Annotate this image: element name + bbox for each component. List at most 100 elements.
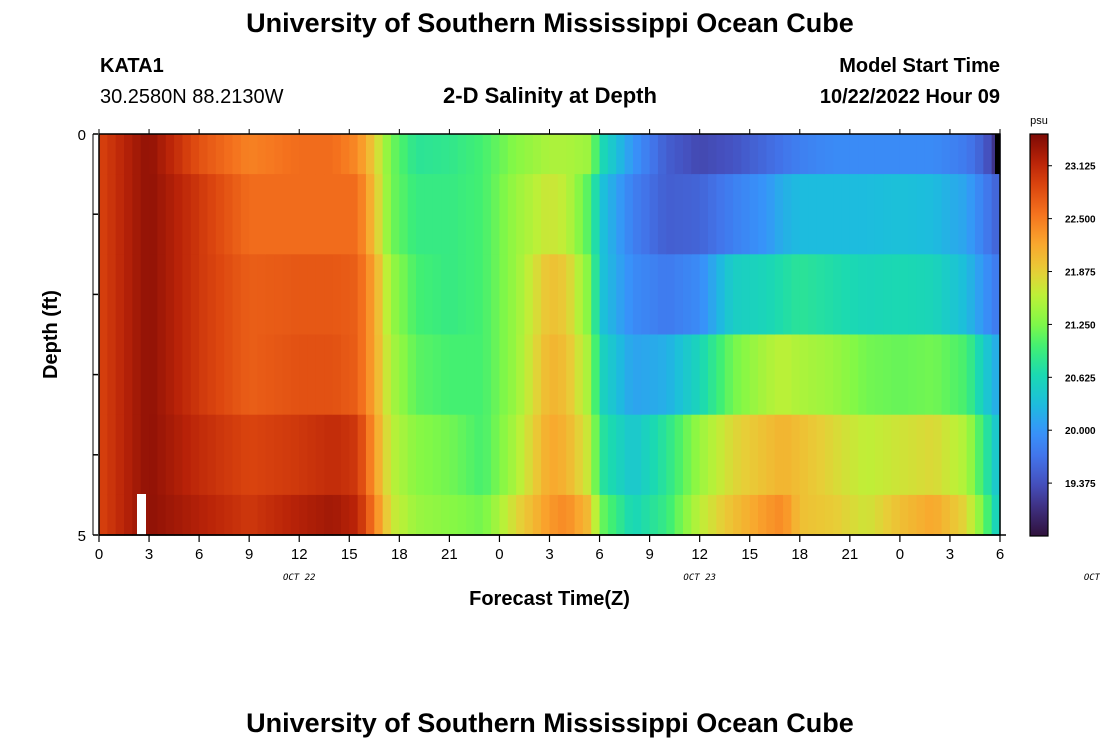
heatmap-cell — [874, 174, 884, 255]
heatmap-cell — [666, 334, 676, 416]
heatmap-cell — [724, 134, 734, 175]
heatmap-cell — [290, 494, 300, 536]
heatmap-cell — [374, 174, 384, 255]
heatmap-cell — [624, 494, 634, 536]
heatmap-cell — [866, 334, 876, 416]
heatmap-cell — [924, 494, 934, 536]
heatmap-cell — [641, 254, 651, 336]
colorbar-tick-label: 20.000 — [1065, 426, 1096, 437]
heatmap-cell — [382, 174, 392, 255]
heatmap-cell — [632, 414, 642, 496]
heatmap-cell — [290, 174, 300, 255]
heatmap-cell — [224, 174, 234, 255]
heatmap-cell — [899, 494, 909, 536]
heatmap-cell — [265, 334, 275, 416]
heatmap-cell — [816, 134, 826, 175]
heatmap-cell — [733, 414, 742, 496]
heatmap-cell — [833, 134, 843, 175]
heatmap-cell — [524, 174, 534, 255]
heatmap-cell — [107, 334, 117, 416]
heatmap-cell — [274, 174, 284, 255]
heatmap-cell — [758, 494, 767, 536]
heatmap-cell — [532, 414, 542, 496]
heatmap-cell — [474, 334, 484, 416]
heatmap-cell — [482, 254, 492, 336]
x-tick-label: 0 — [95, 546, 103, 563]
heatmap-cell — [599, 494, 609, 536]
colorbar-tick-label: 21.250 — [1065, 320, 1096, 331]
heatmap-cell — [841, 414, 851, 496]
heatmap-cell — [774, 494, 784, 536]
heatmap-cell — [874, 414, 884, 496]
heatmap-cell — [132, 414, 142, 496]
heatmap-cell — [107, 254, 117, 336]
heatmap-cell — [240, 134, 250, 175]
heatmap-cell — [724, 414, 734, 496]
heatmap-cell — [207, 414, 217, 496]
heatmap-cell — [783, 254, 793, 336]
heatmap-cell — [883, 414, 893, 496]
heatmap-cell — [107, 494, 117, 536]
heatmap-cell — [808, 174, 818, 255]
heatmap-cell — [124, 254, 133, 336]
heatmap-cell — [524, 494, 534, 536]
heatmap-cell — [691, 334, 701, 416]
heatmap-cell — [591, 414, 601, 496]
heatmap-cell — [758, 134, 767, 175]
heatmap-cell — [199, 334, 209, 416]
heatmap-cell — [566, 334, 576, 416]
x-tick-label: 6 — [996, 546, 1004, 563]
heatmap-cell — [132, 134, 142, 175]
heatmap-cell — [340, 414, 350, 496]
heatmap-cell — [249, 254, 259, 336]
station-coordinates: 30.2580N 88.2130W — [100, 86, 284, 108]
heatmap-cell — [966, 254, 976, 336]
heatmap-cell — [99, 494, 108, 536]
heatmap-cell — [182, 414, 192, 496]
heatmap-cell — [649, 334, 659, 416]
heatmap-cell — [991, 174, 1001, 255]
heatmap-cell — [374, 254, 384, 336]
heatmap-cell — [657, 254, 667, 336]
heatmap-cell — [182, 494, 192, 536]
heatmap-cell — [858, 414, 868, 496]
heatmap-cell — [365, 414, 375, 496]
heatmap-cell — [457, 174, 467, 255]
heatmap-cell — [190, 254, 200, 336]
heatmap-cell — [524, 134, 534, 175]
heatmap-cell — [299, 254, 309, 336]
heatmap-cell — [541, 494, 551, 536]
heatmap-cell — [432, 254, 442, 336]
heatmap-cell — [107, 414, 117, 496]
heatmap-cell — [874, 254, 884, 336]
heatmap-cell — [949, 414, 959, 496]
heatmap-cell — [165, 134, 175, 175]
heatmap-cell — [240, 174, 250, 255]
heatmap-cell — [883, 134, 893, 175]
heatmap-cell — [866, 174, 876, 255]
heatmap-cell — [891, 174, 901, 255]
heatmap-cell — [290, 334, 300, 416]
heatmap-cell — [324, 134, 334, 175]
heatmap-cell — [791, 334, 801, 416]
heatmap-cell — [441, 134, 450, 175]
heatmap-cell — [340, 334, 350, 416]
heatmap-cell — [190, 174, 200, 255]
heatmap-cell — [641, 174, 651, 255]
heatmap-cell — [549, 414, 559, 496]
heatmap-cell — [816, 254, 826, 336]
heatmap-cell — [716, 494, 726, 536]
heatmap-cell — [766, 134, 776, 175]
heatmap-cell — [365, 254, 375, 336]
heatmap-cell — [449, 414, 459, 496]
heatmap-cell — [524, 414, 534, 496]
heatmap-cell — [591, 134, 601, 175]
heatmap-cell — [933, 134, 943, 175]
missing-data-gap — [137, 494, 146, 535]
heatmap-cell — [424, 134, 434, 175]
heatmap-cell — [599, 174, 609, 255]
heatmap-cell — [199, 414, 209, 496]
heatmap-cell — [265, 494, 275, 536]
heatmap-cell — [741, 414, 751, 496]
heatmap-cell — [299, 414, 309, 496]
